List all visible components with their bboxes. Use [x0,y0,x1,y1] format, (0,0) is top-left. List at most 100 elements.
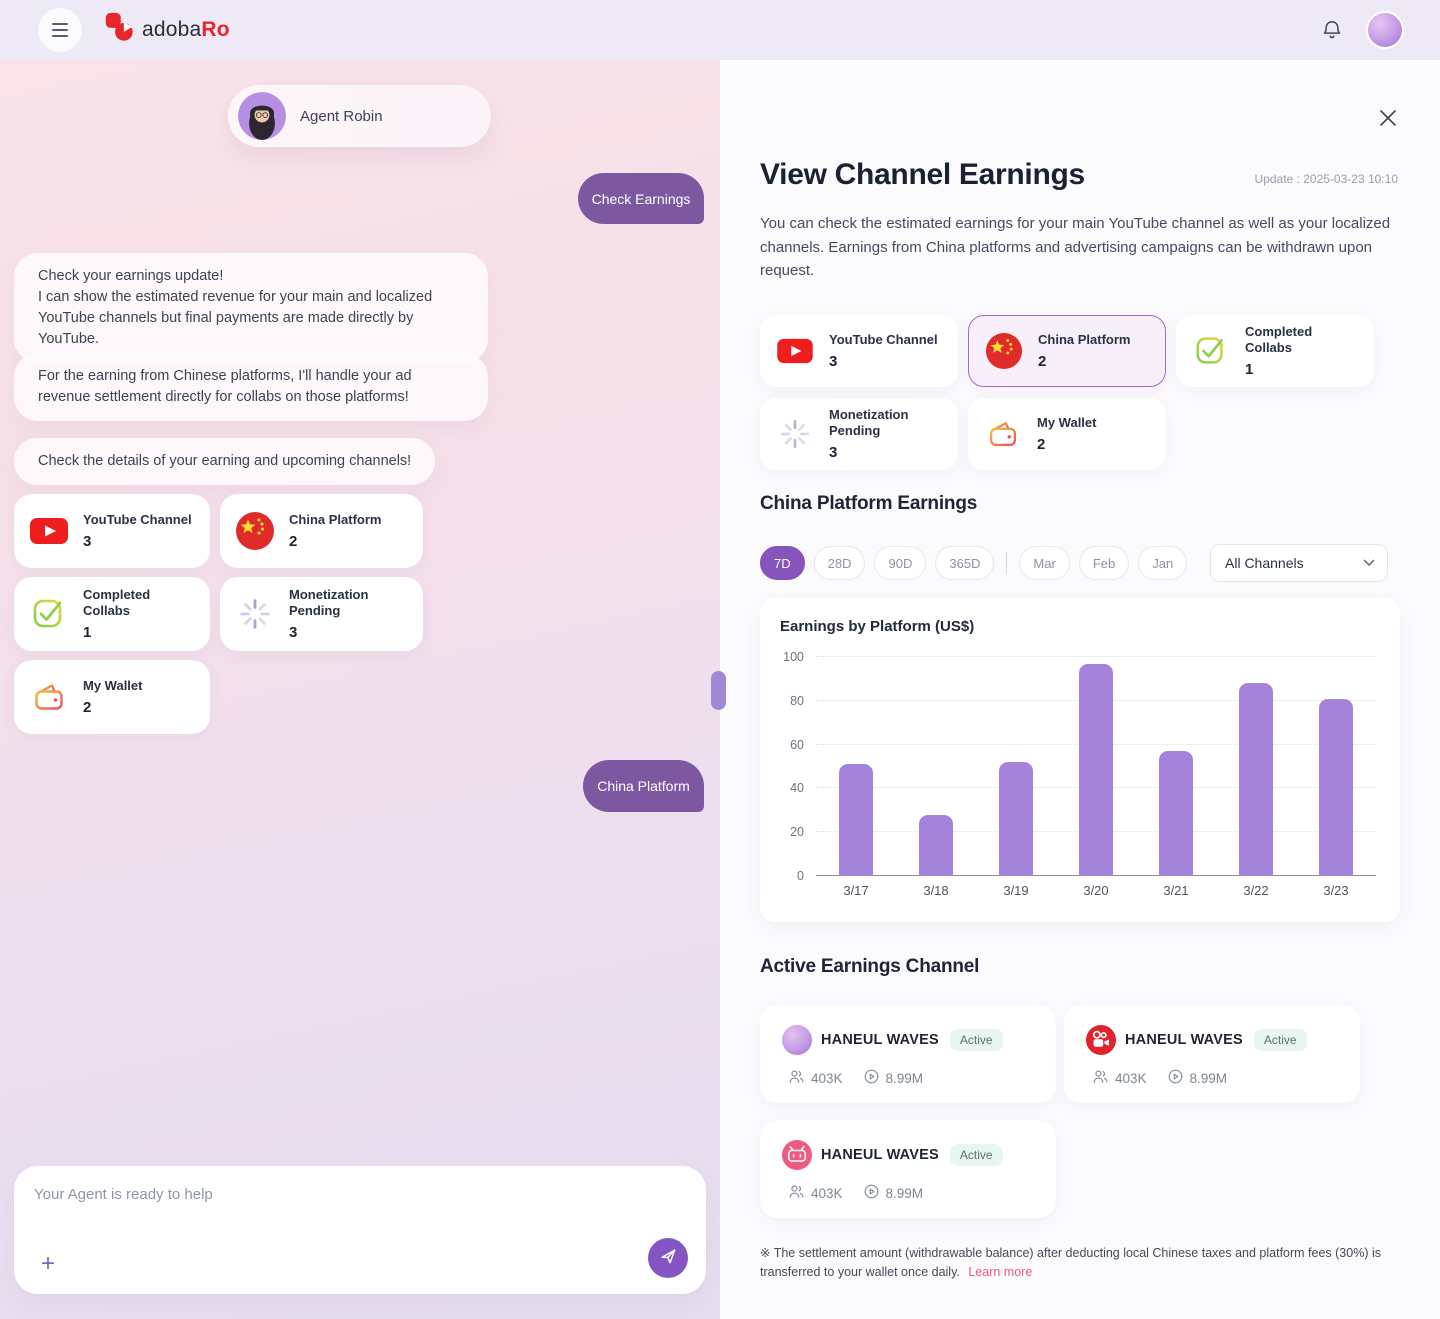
chart-y-axis: 0 20 40 60 80 100 [774,650,810,883]
brand-logo[interactable]: adobaRo [104,12,230,47]
agent-message: For the earning from Chinese platforms, … [14,353,488,421]
close-icon[interactable] [1374,104,1402,132]
bilibili-icon [782,1140,812,1170]
china-flag-icon [983,330,1025,372]
channel-card[interactable]: HANEUL WAVES Active 403K 8.99M [1064,1005,1360,1103]
stat-card-value: 2 [1038,353,1047,370]
chart-x-tick: 3/19 [1003,883,1029,898]
panel-stat-cards: YouTube Channel 3 China Platform 2 Compl… [760,315,1374,470]
learn-more-link[interactable]: Learn more [968,1265,1033,1279]
chart-bar-3-22 [1239,683,1273,876]
update-timestamp: Update : 2025-03-23 10:10 [1254,172,1398,186]
footnote-text: ※ The settlement amount (withdrawable ba… [760,1246,1381,1279]
stat-card-completed-collabs[interactable]: Completed Collabs 1 [14,577,210,651]
chart-x-tick: 3/22 [1243,883,1269,898]
agent-avatar [238,92,286,140]
chart-y-tick: 0 [797,869,804,883]
range-chip-90d[interactable]: 90D [874,546,927,580]
stat-card-label: China Platform [1038,332,1131,347]
section-title-active-earnings-channel: Active Earnings Channel [760,956,980,977]
channel-filter-dropdown[interactable]: All Channels [1210,544,1388,582]
month-chip-jan[interactable]: Jan [1138,546,1188,580]
stat-card-label: Monetization Pending [289,587,369,618]
chart-y-tick: 60 [790,737,804,752]
youtube-icon [28,510,70,552]
stat-card-china-platform[interactable]: China Platform 2 [220,494,423,568]
chat-stat-cards: YouTube Channel 3 China Platform 2 Compl… [14,494,423,734]
chart-x-tick: 3/20 [1083,883,1109,898]
play-count-icon [863,1068,880,1088]
chart-bar-3-19 [999,762,1033,876]
channel-name: HANEUL WAVES [1125,1032,1243,1048]
filter-divider [1006,552,1008,574]
hamburger-menu-button[interactable] [38,8,82,52]
chat-input[interactable]: Your Agent is ready to help + [14,1166,706,1294]
send-button[interactable] [648,1238,688,1278]
stat-card-label: Monetization Pending [829,407,909,438]
stat-card-monetization-pending[interactable]: Monetization Pending 3 [220,577,423,651]
agent-header: Agent Robin [228,85,491,147]
stat-card-label: YouTube Channel [83,512,192,527]
brand-name: adobaRo [142,17,230,41]
stat-card-my-wallet[interactable]: My Wallet 2 [968,398,1166,470]
chart-x-tick: 3/17 [843,883,869,898]
paper-plane-icon [658,1246,678,1271]
stat-card-value: 3 [83,533,92,550]
check-icon [1190,330,1232,372]
stat-card-label: China Platform [289,512,382,527]
followers-count: 403K [811,1070,843,1086]
chart-x-tick: 3/18 [923,883,949,898]
channel-card[interactable]: HANEUL WAVES Active 403K 8.99M [760,1120,1056,1218]
channel-name: HANEUL WAVES [821,1147,939,1163]
chat-input-placeholder: Your Agent is ready to help [34,1186,213,1203]
month-chip-mar[interactable]: Mar [1019,546,1070,580]
agent-name: Agent Robin [300,107,383,125]
stat-card-monetization-pending[interactable]: Monetization Pending 3 [760,398,958,470]
agent-message: Check the details of your earning and up… [14,438,436,485]
spinner-icon [774,413,816,455]
stat-card-value: 3 [829,444,838,461]
notification-bell-icon[interactable] [1320,18,1344,42]
followers-icon [788,1068,805,1088]
stat-card-label: My Wallet [1037,415,1097,430]
chart-y-tick: 20 [790,825,804,840]
panel-resize-handle[interactable] [711,671,726,710]
stat-card-youtube-channel[interactable]: YouTube Channel 3 [760,315,958,387]
adobaro-logo-icon [104,12,134,47]
chart-gridline [816,656,1376,657]
earnings-chart-card: Earnings by Platform (US$) 0 20 40 60 80 100 … [760,598,1400,922]
stat-card-value: 3 [289,624,298,641]
range-chip-7d[interactable]: 7D [760,546,805,580]
stat-card-label: Completed Collabs [1245,324,1313,355]
chart-y-tick: 40 [790,781,804,796]
followers-icon [788,1183,805,1203]
stat-card-china-platform-selected[interactable]: China Platform 2 [968,315,1166,387]
stat-card-my-wallet[interactable]: My Wallet 2 [14,660,210,734]
chart-bar-3-20 [1079,663,1113,876]
user-avatar[interactable] [1366,11,1404,49]
chevron-down-icon [1363,554,1375,572]
channel-filter-value: All Channels [1225,555,1304,571]
stat-card-label: YouTube Channel [829,332,938,347]
agent-message: Check your earnings update! I can show t… [14,253,488,363]
stat-card-value: 1 [83,624,92,641]
status-badge: Active [949,1144,1003,1166]
china-flag-icon [234,510,276,552]
panel-description: You can check the estimated earnings for… [760,215,1391,279]
purple-channel-icon [782,1025,812,1055]
channel-card[interactable]: HANEUL WAVES Active 403K 8.99M [760,1005,1056,1103]
attach-plus-button[interactable]: + [40,1250,55,1277]
followers-count: 403K [811,1185,843,1201]
range-chip-365d[interactable]: 365D [935,546,995,580]
stat-card-completed-collabs[interactable]: Completed Collabs 1 [1176,315,1374,387]
chart-bar-3-18 [919,814,953,876]
spinner-icon [234,593,276,635]
range-chip-28d[interactable]: 28D [813,546,866,580]
stat-card-youtube-channel[interactable]: YouTube Channel 3 [14,494,210,568]
chart-plot [816,656,1376,876]
wallet-icon [982,413,1024,455]
stat-card-value: 1 [1245,361,1254,378]
channel-name: HANEUL WAVES [821,1032,939,1048]
month-chip-feb[interactable]: Feb [1078,546,1130,580]
